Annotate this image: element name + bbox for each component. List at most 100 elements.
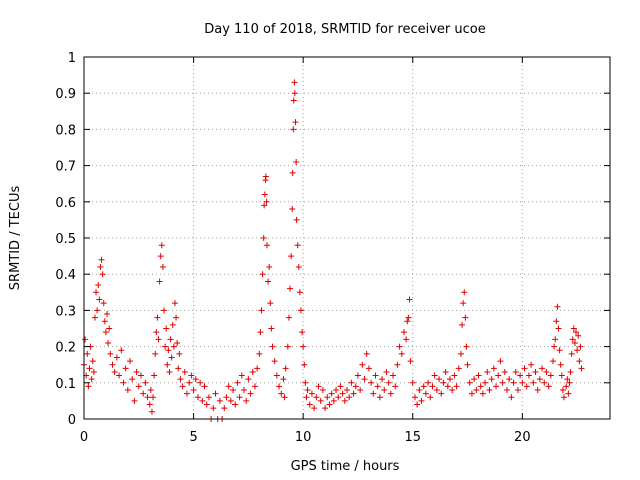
x-tick-labels: 0 5 10 15 20 (80, 430, 531, 445)
data-point (519, 379, 526, 386)
data-point (447, 376, 454, 383)
data-point (177, 376, 184, 383)
data-point (245, 376, 252, 383)
data-point (127, 358, 134, 365)
data-point (163, 325, 170, 332)
data-point (337, 383, 344, 390)
data-point (495, 372, 502, 379)
data-point (155, 336, 162, 343)
data-point (249, 368, 256, 375)
data-point (158, 242, 165, 249)
data-point (460, 300, 467, 307)
data-point (313, 394, 320, 401)
data-point (578, 365, 585, 372)
data-point (406, 296, 413, 303)
data-point (451, 372, 458, 379)
data-point (486, 387, 493, 394)
data-point (151, 372, 158, 379)
data-point (405, 314, 412, 321)
data-point (188, 372, 195, 379)
data-point (374, 383, 381, 390)
data-point (269, 343, 276, 350)
data-point (271, 358, 278, 365)
data-point (201, 383, 208, 390)
data-point (553, 318, 560, 325)
data-point (484, 368, 491, 375)
data-point (291, 79, 298, 86)
data-point (431, 372, 438, 379)
data-point (440, 379, 447, 386)
data-point (394, 361, 401, 368)
data-point (210, 405, 217, 412)
data-point (144, 394, 151, 401)
data-point (116, 372, 123, 379)
data-point (273, 372, 280, 379)
data-point (156, 278, 163, 285)
data-point (429, 383, 436, 390)
data-point (165, 347, 172, 354)
data-point (508, 394, 515, 401)
axis-ticks (83, 56, 610, 420)
data-point (85, 383, 92, 390)
data-point (506, 376, 513, 383)
data-point (289, 206, 296, 213)
data-point (258, 307, 265, 314)
data-point (288, 253, 295, 260)
data-point (111, 368, 118, 375)
y-tick-label: 0.4 (55, 268, 76, 283)
data-point (350, 390, 357, 397)
data-point (157, 253, 164, 260)
data-point (574, 347, 581, 354)
data-point (363, 350, 370, 357)
data-point (263, 198, 270, 205)
data-point (122, 365, 129, 372)
data-point (324, 394, 331, 401)
data-point (268, 325, 275, 332)
y-tick-labels: 0 0.1 0.2 0.3 0.4 0.5 0.6 0.7 0.8 0.9 1 (55, 51, 76, 428)
data-point (109, 361, 116, 368)
data-point (205, 394, 212, 401)
data-point (221, 405, 228, 412)
data-point (400, 329, 407, 336)
data-point (564, 376, 571, 383)
data-point (94, 307, 101, 314)
data-point (317, 397, 324, 404)
data-point (133, 368, 140, 375)
data-point (166, 368, 173, 375)
data-point (510, 379, 517, 386)
x-tick-label: 15 (404, 430, 421, 445)
data-point (240, 387, 247, 394)
data-point (385, 379, 392, 386)
data-point (291, 90, 298, 97)
data-point (411, 394, 418, 401)
data-point (169, 321, 176, 328)
data-point (396, 343, 403, 350)
data-point (285, 314, 292, 321)
data-point (436, 376, 443, 383)
data-point (357, 387, 364, 394)
data-point (570, 325, 577, 332)
data-point (225, 383, 232, 390)
data-point (418, 397, 425, 404)
data-point (368, 379, 375, 386)
data-point (167, 336, 174, 343)
data-point (361, 376, 368, 383)
data-point (99, 271, 106, 278)
data-point (330, 397, 337, 404)
data-point (301, 361, 308, 368)
data-point (311, 405, 318, 412)
data-point (539, 365, 546, 372)
data-point (381, 387, 388, 394)
data-point (104, 311, 111, 318)
data-point (523, 383, 530, 390)
data-point (379, 376, 386, 383)
data-point (238, 372, 245, 379)
data-point (420, 383, 427, 390)
data-point (559, 387, 566, 394)
data-point (550, 358, 557, 365)
data-point (490, 365, 497, 372)
data-point (577, 343, 584, 350)
data-point (247, 390, 254, 397)
y-tick-label: 0.3 (55, 304, 76, 319)
data-point (335, 394, 342, 401)
